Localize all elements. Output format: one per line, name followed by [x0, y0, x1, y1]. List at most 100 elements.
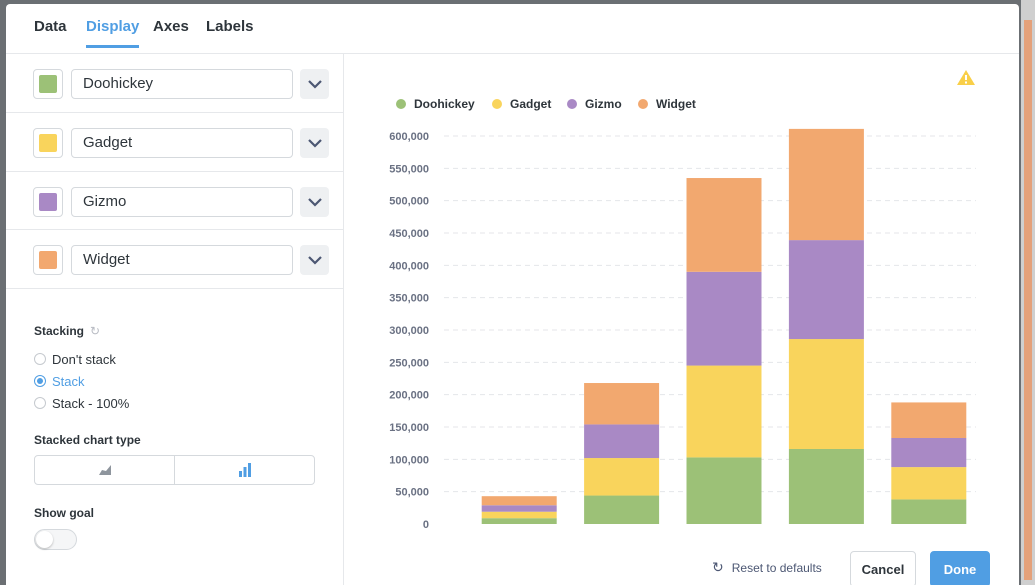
radio-label: Stack - 100%: [52, 395, 130, 411]
legend-label: Widget: [656, 97, 696, 111]
bar-segment: [788, 448, 864, 524]
show-goal-label: Show goal: [34, 506, 94, 520]
y-tick-label: 450,000: [389, 228, 429, 240]
radio-dont-stack[interactable]: Don't stack: [34, 351, 116, 367]
legend-swatch: [492, 99, 502, 109]
series-expand-button[interactable]: [300, 245, 329, 275]
y-tick-label: 300,000: [389, 325, 429, 337]
color-swatch: [39, 75, 57, 93]
bar-segment: [686, 365, 762, 458]
toggle-knob: [36, 531, 53, 548]
radio-button: [34, 353, 46, 365]
bar-segment: [481, 518, 557, 524]
y-tick-label: 550,000: [389, 163, 429, 175]
radio-label: Stack: [52, 373, 85, 389]
series-row-gizmo: Gizmo: [6, 172, 344, 230]
bar-segment: [788, 339, 864, 449]
series-name-input[interactable]: Widget: [71, 245, 293, 275]
refresh-icon: ↻: [712, 559, 724, 575]
show-goal-toggle[interactable]: [34, 529, 77, 550]
series-name-input[interactable]: Doohickey: [71, 69, 293, 99]
series-expand-button[interactable]: [300, 128, 329, 158]
bar-segment: [584, 458, 660, 496]
y-tick-label: 0: [423, 519, 429, 531]
tab-data[interactable]: Data: [34, 18, 67, 35]
bar-segment: [584, 383, 660, 425]
series-name-input[interactable]: Gadget: [71, 128, 293, 158]
series-name-input[interactable]: Gizmo: [71, 187, 293, 217]
radio-button: [34, 397, 46, 409]
stacked-chart-type-label: Stacked chart type: [34, 433, 141, 447]
bar-segment: [686, 457, 762, 524]
bar-chart-option[interactable]: [174, 456, 314, 484]
bar-segment: [584, 424, 660, 459]
color-picker-gadget[interactable]: [33, 128, 63, 158]
cancel-button[interactable]: Cancel: [850, 551, 916, 585]
done-button[interactable]: Done: [930, 551, 990, 585]
legend-label: Gadget: [510, 97, 551, 111]
bar-segment: [686, 271, 762, 366]
stacked-bar-chart: Doohickey Gadget Gizmo Widget 0 50,000 100,00…: [389, 97, 976, 531]
radio-stack[interactable]: Stack: [34, 373, 85, 389]
reset-to-defaults-label: Reset to defaults: [731, 560, 822, 575]
radio-stack-100[interactable]: Stack - 100%: [34, 395, 129, 411]
bar-segment: [891, 402, 967, 438]
chevron-down-icon: [307, 138, 322, 148]
legend-label: Doohickey: [414, 97, 475, 111]
bar-segment: [891, 467, 967, 500]
legend-swatch: [638, 99, 648, 109]
chevron-down-icon: [307, 79, 322, 89]
color-picker-doohickey[interactable]: [33, 69, 63, 99]
bar-segment: [788, 240, 864, 340]
series-row-doohickey: Doohickey: [6, 54, 344, 113]
chart-bars: [481, 128, 967, 524]
bar-icon: [238, 463, 251, 477]
bar-segment: [788, 128, 864, 241]
chevron-down-icon: [307, 255, 322, 265]
stacking-label: Stacking: [34, 324, 85, 338]
series-row-gadget: Gadget: [6, 113, 344, 172]
bar-segment: [891, 437, 967, 468]
backdrop-accent: [1024, 20, 1032, 580]
stacked-chart-type-toggle: [34, 455, 315, 485]
series-row-widget: Widget: [6, 230, 344, 289]
color-swatch: [39, 251, 57, 269]
area-icon: [98, 465, 111, 475]
tab-display[interactable]: Display: [86, 18, 140, 48]
legend-label: Gizmo: [585, 97, 622, 111]
radio-button: [34, 375, 46, 387]
y-tick-label: 50,000: [395, 487, 429, 499]
reset-stacking-icon[interactable]: ↻: [90, 324, 101, 338]
chevron-down-icon: [307, 197, 322, 207]
bar-segment: [481, 496, 557, 506]
y-tick-label: 200,000: [389, 390, 429, 402]
color-picker-widget[interactable]: [33, 245, 63, 275]
y-tick-label: 350,000: [389, 293, 429, 305]
bar-segment: [481, 511, 557, 519]
y-tick-label: 500,000: [389, 196, 429, 208]
chart-settings-modal: Data Display Axes Labels Doohickey Gadge…: [6, 4, 1019, 585]
warning-icon[interactable]: [956, 69, 976, 86]
bar-segment: [686, 178, 762, 272]
y-tick-label: 600,000: [389, 131, 429, 143]
tab-labels[interactable]: Labels: [206, 18, 254, 35]
y-tick-label: 400,000: [389, 260, 429, 272]
bar-segment: [584, 495, 660, 524]
settings-tabs: Data Display Axes Labels: [6, 4, 1019, 54]
bar-segment: [481, 505, 557, 512]
chart-legend: Doohickey Gadget Gizmo Widget: [396, 97, 696, 111]
area-chart-option[interactable]: [35, 456, 174, 484]
tab-axes[interactable]: Axes: [153, 18, 189, 35]
y-tick-label: 150,000: [389, 422, 429, 434]
legend-swatch: [396, 99, 406, 109]
y-axis-ticks: 0 50,000 100,000 150,000 200,000 250,000 300,0…: [389, 131, 429, 531]
y-tick-label: 250,000: [389, 357, 429, 369]
bar-segment: [891, 499, 967, 524]
radio-label: Don't stack: [52, 351, 116, 367]
series-expand-button[interactable]: [300, 69, 329, 99]
y-tick-label: 100,000: [389, 454, 429, 466]
legend-swatch: [567, 99, 577, 109]
color-picker-gizmo[interactable]: [33, 187, 63, 217]
series-expand-button[interactable]: [300, 187, 329, 217]
reset-to-defaults-link[interactable]: ↻ Reset to defaults: [712, 559, 822, 576]
